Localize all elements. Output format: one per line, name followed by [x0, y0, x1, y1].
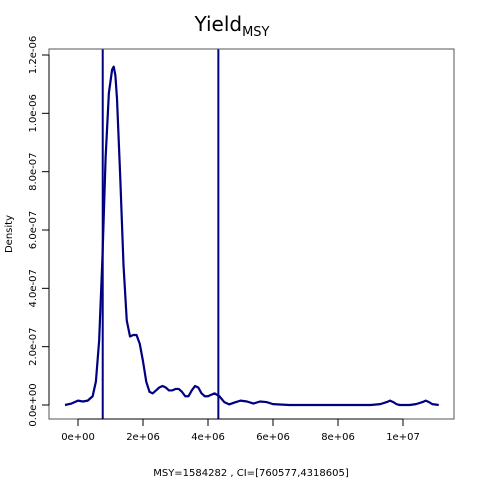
x-tick-label: 0e+00 [61, 432, 95, 443]
y-axis-label: Density [4, 215, 15, 253]
chart-title: YieldMSY [193, 12, 269, 40]
density-line [64, 65, 439, 407]
y-tick-label: 0.0e+00 [28, 383, 39, 426]
plot-frame [48, 48, 455, 420]
y-tick-label: 1.2e-06 [28, 36, 39, 74]
x-tick-label: 4e+06 [191, 432, 225, 443]
y-tick-label: 8.0e-07 [28, 152, 39, 190]
y-tick-label: 4.0e-07 [28, 269, 39, 307]
x-tick-label: 6e+06 [256, 432, 290, 443]
y-tick-label: 1.0e-06 [28, 94, 39, 132]
x-axis-label: MSY=1584282 , CI=[760577,4318605] [153, 468, 349, 479]
y-tick-label: 6.0e-07 [28, 211, 39, 249]
y-axis: 0.0e+00 2.0e-07 4.0e-07 6.0e-07 8.0e-07 1.0e-… [28, 36, 50, 427]
x-tick-label: 1e+07 [386, 432, 420, 443]
y-tick-label: 2.0e-07 [28, 327, 39, 365]
x-tick-label: 8e+06 [321, 432, 355, 443]
x-tick-label: 2e+06 [126, 432, 160, 443]
x-axis: 0e+00 2e+06 4e+06 6e+06 8e+06 1e+07 [61, 418, 420, 443]
